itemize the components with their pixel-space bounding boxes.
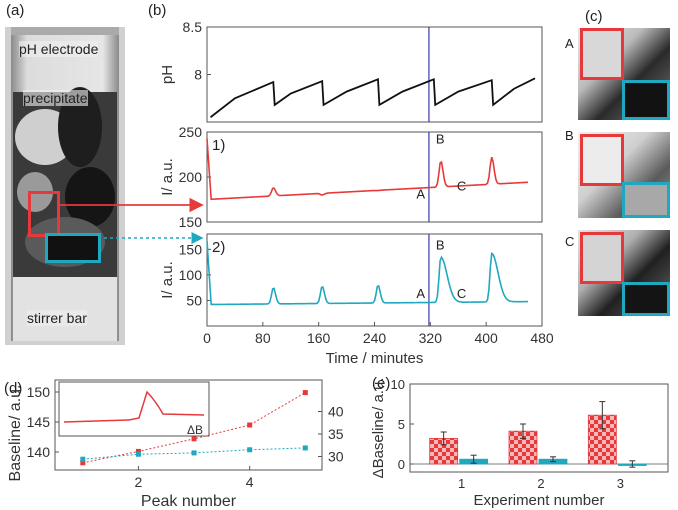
thumb-b-cyan-roi [622, 182, 670, 218]
ytick-label-b-1: 150 [179, 214, 203, 230]
series-line-b-ph [209, 77, 536, 118]
ytick-label-e: 5 [398, 417, 405, 432]
xtick-label-b-2: 240 [363, 330, 387, 346]
xtick-label-d: 4 [246, 474, 254, 490]
xtick-label-b-2: 80 [255, 330, 271, 346]
ytick-label-e: 0 [398, 457, 405, 472]
thumb-label-a: A [565, 36, 574, 51]
ytick-label-b-ph: 8 [194, 67, 202, 83]
ylabel-b-ph: pH [159, 65, 176, 84]
ytick-label-d: 140 [27, 444, 51, 460]
plot-frame-b-ph [206, 26, 543, 123]
thumb-c [578, 230, 670, 316]
point-d-1 [135, 451, 141, 457]
ytick-label-b-2: 150 [179, 241, 203, 257]
photo-label-stirrer: stirrer bar [27, 310, 87, 326]
roi-cyan-box [45, 233, 101, 263]
annotation-b-2: A [416, 286, 425, 301]
thumb-c-red-roi [580, 232, 624, 284]
annotation-b-2: C [457, 286, 466, 301]
panel-label-d: (d) [4, 380, 23, 397]
xlabel-b-2: Time / minutes [326, 350, 424, 367]
xtick-label-b-2: 480 [530, 330, 554, 346]
trace-label-b-2: 2) [212, 239, 225, 256]
panel-label-e: (e) [372, 375, 391, 392]
point-d-1 [80, 456, 86, 462]
point-d-0 [302, 390, 308, 396]
inset-trace-d [63, 390, 205, 423]
xlabel-e: Experiment number [474, 492, 605, 509]
thumb-b-red-roi [580, 134, 624, 186]
annotation-b-2: B [436, 237, 445, 252]
thumb-b [578, 132, 670, 218]
ytick-label-b-2: 50 [186, 292, 202, 308]
ylabel-b-1: I/ a.u. [159, 158, 176, 196]
thumb-c-cyan-roi [622, 282, 670, 316]
reactor-photo: pH electrode precipitate stirrer bar [5, 27, 125, 345]
series-line-b-2 [206, 241, 529, 306]
plot-frame-e [409, 383, 669, 473]
ytick-label-d: 150 [27, 384, 51, 400]
photo-label-precipitate: precipitate [23, 90, 88, 106]
ytick-label-b-1: 200 [179, 169, 203, 185]
ylabel-e: ΔBaseline/ a.u. [370, 378, 387, 479]
xtick-label-e: 3 [617, 476, 624, 491]
xtick-label-d: 2 [135, 474, 143, 490]
thumb-label-b: B [565, 128, 574, 143]
point-d-0 [135, 448, 141, 454]
point-d-1 [191, 450, 197, 456]
thumb-a [578, 28, 670, 120]
point-d-0 [191, 436, 197, 442]
series-line-d-1 [82, 447, 306, 460]
reactor-photo-art [5, 27, 125, 345]
plot-frame-b-2 [206, 233, 543, 327]
ylabel-b-2: I/ a.u. [159, 261, 176, 299]
point-d-0 [247, 422, 253, 428]
roi-red-box [28, 191, 60, 237]
ytick-label-right-d: 40 [328, 404, 344, 420]
annotation-b-1: B [436, 132, 445, 147]
xtick-label-b-2: 0 [203, 330, 211, 346]
thumb-label-c: C [565, 234, 575, 249]
point-d-0 [80, 460, 86, 466]
ytick-label-e: 10 [391, 377, 405, 392]
panel-label-a: (a) [6, 2, 25, 19]
inset-frame-d [58, 381, 210, 437]
series-line-b-1 [206, 138, 529, 201]
thumb-a-cyan-roi [622, 80, 670, 120]
panel-label-b: (b) [148, 2, 167, 19]
thumbnail-stack: A B C [565, 28, 675, 328]
panel-label-c: (c) [585, 8, 603, 25]
xlabel-d: Peak number [141, 493, 237, 510]
ytick-label-b-1: 250 [179, 124, 203, 140]
trace-label-b-1: 1) [212, 137, 225, 154]
plot-frame-d [54, 379, 323, 471]
ytick-label-right-d: 35 [328, 426, 344, 442]
ytick-label-b-2: 100 [179, 267, 203, 283]
xtick-label-b-2: 320 [419, 330, 443, 346]
ylabel-d: Baseline/ a.u. [7, 385, 24, 482]
plot-frame-b-1 [206, 131, 543, 223]
point-d-1 [302, 445, 308, 451]
chart-baseline: 140 145 150 30 35 40 2 4 Peak number Baseline/ a.… [7, 379, 344, 510]
xtick-label-e: 1 [458, 476, 465, 491]
chart-delta-baseline: 0 5 10 1 2 3 Experiment number ΔBaseline/ a.u. [370, 377, 669, 509]
thumb-a-red-roi [580, 28, 624, 80]
annotation-b-1: A [416, 187, 425, 202]
ytick-label-d: 145 [27, 414, 51, 430]
ytick-label-b-ph: 8.5 [183, 22, 203, 35]
xtick-label-e: 2 [537, 476, 544, 491]
point-d-1 [247, 447, 253, 453]
annotation-b-1: C [457, 179, 466, 194]
xtick-label-b-2: 400 [474, 330, 498, 346]
ytick-label-right-d: 30 [328, 449, 344, 465]
photo-label-electrode: pH electrode [19, 41, 99, 57]
xtick-label-b-2: 160 [307, 330, 331, 346]
inset-label-d: ΔB [187, 423, 203, 437]
